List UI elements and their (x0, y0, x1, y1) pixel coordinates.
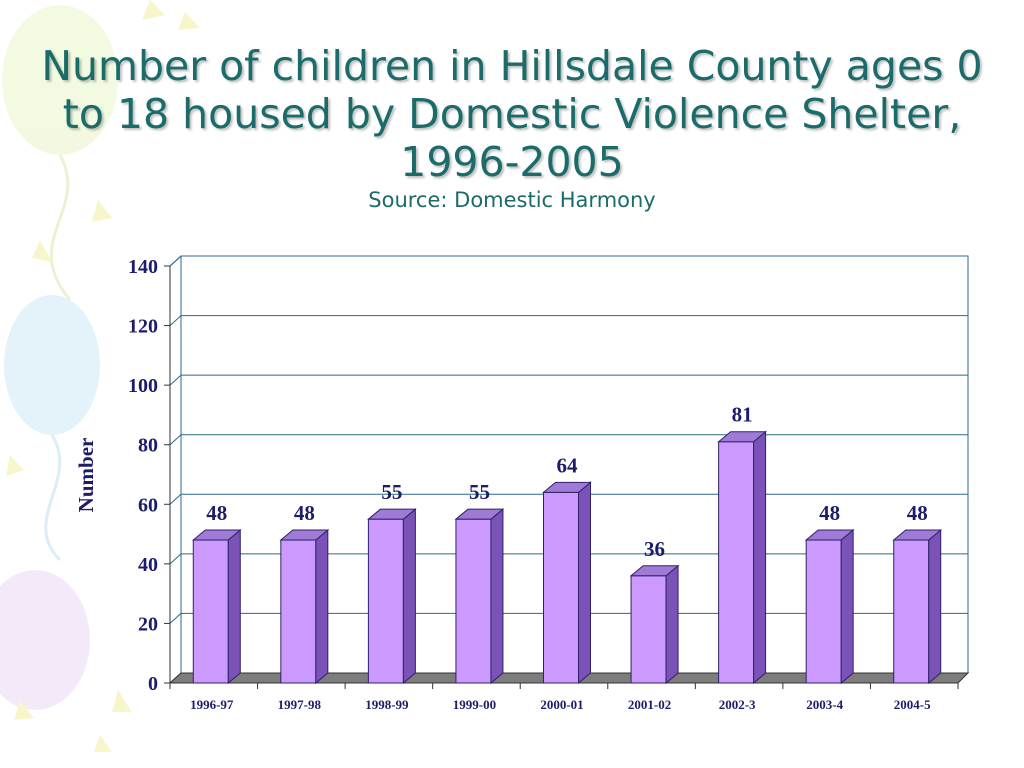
data-label: 48 (206, 501, 227, 525)
y-tick-label: 100 (128, 375, 158, 397)
balloon-decoration (0, 570, 90, 710)
bar-top (804, 529, 855, 541)
gridline-diagonal (169, 434, 182, 446)
data-label: 55 (469, 480, 490, 504)
bar (367, 508, 417, 685)
x-tick-label: 2000-01 (540, 697, 583, 712)
data-label: 48 (819, 501, 840, 525)
slide-subtitle: Source: Domestic Harmony (368, 188, 656, 212)
bar (279, 528, 330, 685)
balloon-decoration (4, 295, 100, 435)
bar-top (892, 529, 943, 541)
x-tick-label: 1996-97 (190, 697, 234, 712)
x-tick-label: 1999-00 (453, 697, 496, 712)
data-label: 81 (732, 403, 753, 427)
y-axis: 0 20 40 60 80 100 120 140 (128, 255, 182, 695)
y-tick-label: 120 (128, 316, 158, 338)
data-label: 55 (381, 480, 402, 504)
gridline-diagonal (169, 553, 182, 565)
bar-side (928, 528, 942, 685)
y-tick-label: 40 (138, 554, 158, 576)
bar (804, 528, 855, 685)
x-tick-label: 1998-99 (365, 697, 409, 712)
bar-top (367, 508, 417, 520)
bar-side (753, 430, 767, 685)
y-tick-label: 80 (138, 435, 158, 457)
gridline-diagonal (169, 315, 182, 326)
bar-front (192, 539, 229, 684)
gridline-diagonal (169, 613, 182, 624)
gridline-diagonal (169, 374, 182, 386)
y-tick-label: 140 (128, 256, 158, 278)
data-label: 64 (557, 453, 579, 477)
y-tick-label: 0 (148, 673, 158, 695)
bar-front (367, 518, 404, 684)
bar-side (490, 508, 504, 685)
bar-top (629, 565, 680, 577)
y-tick-label: 20 (138, 613, 158, 635)
y-tick-label: 60 (138, 494, 158, 516)
data-label: 48 (294, 501, 315, 525)
bar-top (279, 529, 330, 541)
x-tick-label: 2001-02 (628, 697, 671, 712)
slide-title: Number of children in Hillsdale County a… (41, 42, 983, 186)
bar (191, 528, 242, 685)
bar-top (454, 508, 505, 520)
bar-side (578, 481, 591, 685)
bar-side (315, 528, 329, 685)
bar-top (542, 481, 592, 493)
bar-front (543, 491, 579, 684)
bar (629, 564, 680, 685)
bar-front (280, 539, 317, 684)
x-tick-label: 1997-98 (278, 697, 322, 712)
bar (717, 430, 767, 685)
bar-front (805, 539, 842, 684)
bar-side (227, 528, 241, 685)
x-tick-label: 2004-5 (894, 697, 931, 712)
bars (191, 430, 943, 685)
x-tick-label: 2002-3 (719, 697, 756, 712)
x-axis-labels: 1996-97 1997-98 1998-99 1999-00 2000-01 2001-… (169, 683, 959, 712)
bar-top (191, 529, 242, 541)
bar-side (840, 528, 854, 685)
bar-side (665, 564, 679, 685)
bar-side (402, 508, 416, 685)
gridline-diagonal (169, 493, 182, 505)
bar-front (718, 441, 755, 684)
bar-front (893, 539, 930, 684)
y-axis-depth (169, 255, 182, 267)
bar (454, 508, 505, 685)
bar (892, 528, 943, 685)
data-label: 48 (907, 501, 928, 525)
y-axis-title: Number (74, 438, 98, 513)
data-labels: 48 48 55 55 64 36 81 48 48 (206, 403, 927, 561)
balloon-decoration (2, 5, 118, 155)
bar-front (455, 518, 492, 684)
bar-top (717, 431, 767, 443)
bar-front (630, 575, 667, 684)
bar (542, 481, 592, 685)
x-tick-label: 2003-4 (806, 697, 843, 712)
data-label: 36 (644, 537, 665, 561)
